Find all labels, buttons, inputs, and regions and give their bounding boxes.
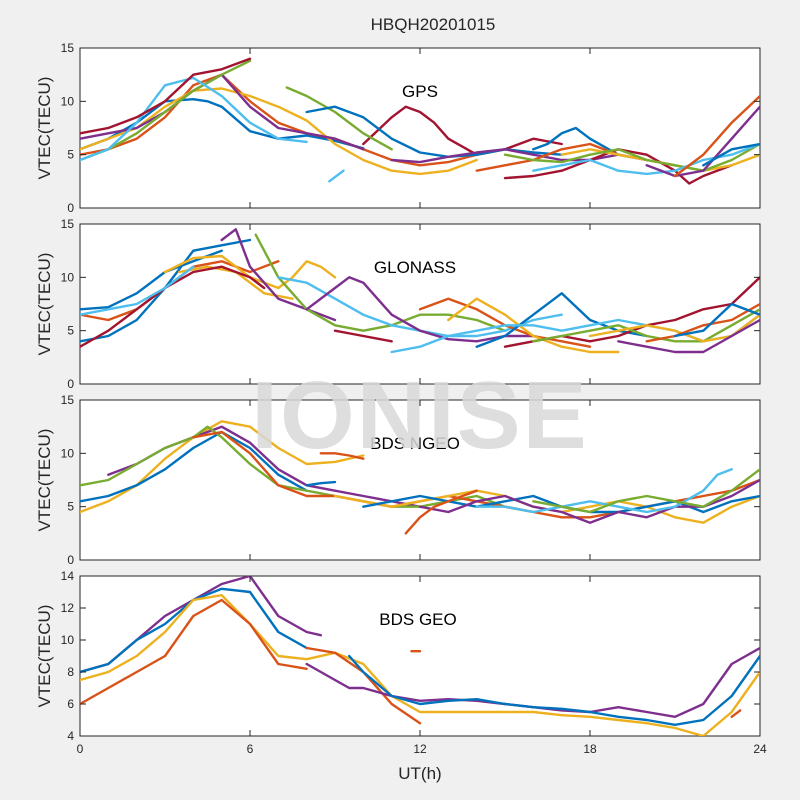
y-axis-label: VTEC(TECU) xyxy=(35,605,54,708)
series-line xyxy=(645,302,760,343)
series-line xyxy=(673,302,760,338)
axes-box xyxy=(79,575,761,737)
axes-box xyxy=(79,399,761,561)
y-tick-label: 0 xyxy=(67,553,74,567)
series-line xyxy=(730,709,742,718)
x-tick-label: 6 xyxy=(247,742,254,756)
panel-label: BDS GEO xyxy=(379,610,456,629)
y-tick-label: 5 xyxy=(67,324,74,338)
y-tick-label: 4 xyxy=(67,729,74,743)
series-group xyxy=(80,576,760,736)
series-line xyxy=(80,57,252,135)
series-line xyxy=(80,430,308,503)
series-line xyxy=(362,105,563,156)
series-line xyxy=(80,87,478,176)
series-line xyxy=(80,73,507,167)
series-line xyxy=(617,318,760,354)
series-line xyxy=(645,105,760,178)
series-line xyxy=(532,308,760,343)
series-line xyxy=(404,489,478,535)
x-tick-label: 12 xyxy=(413,742,427,756)
figure-title: HBQH20201015 xyxy=(371,15,496,34)
x-tick-label: 0 xyxy=(77,742,84,756)
series-line xyxy=(80,598,308,706)
series-line xyxy=(80,98,365,151)
y-axis-label: VTEC(TECU) xyxy=(35,253,54,356)
series-line xyxy=(702,142,760,167)
y-tick-label: 0 xyxy=(67,201,74,215)
series-line xyxy=(503,148,733,185)
series-group xyxy=(80,228,760,354)
y-tick-label: 14 xyxy=(61,569,75,583)
series-line xyxy=(80,265,266,348)
y-tick-label: 5 xyxy=(67,148,74,162)
series-line xyxy=(532,142,760,176)
y-tick-label: 0 xyxy=(67,377,74,391)
series-line xyxy=(475,468,733,514)
y-tick-label: 8 xyxy=(67,665,74,679)
panel-0: 0 5 10 15 VTEC(TECU) GPS xyxy=(35,41,761,215)
y-tick-label: 10 xyxy=(61,446,75,460)
series-line xyxy=(673,94,760,178)
panel-1: 0 5 10 15 VTEC(TECU) GLONASS xyxy=(35,217,761,391)
series-line xyxy=(503,142,760,172)
series-line xyxy=(285,86,393,151)
watermark-text: IONISE xyxy=(251,362,588,469)
series-line xyxy=(80,420,365,514)
y-tick-label: 6 xyxy=(67,697,74,711)
series-line xyxy=(447,297,620,354)
axes-box xyxy=(79,47,761,209)
series-group xyxy=(80,57,760,185)
panel-label: GLONASS xyxy=(374,258,456,277)
y-tick-label: 10 xyxy=(61,94,75,108)
series-line xyxy=(305,276,535,343)
y-tick-label: 5 xyxy=(67,500,74,514)
axes-box xyxy=(79,223,761,385)
y-tick-label: 10 xyxy=(61,633,75,647)
panel-2: 0 5 10 15 VTEC(TECU) BDS NGEO xyxy=(35,393,761,567)
x-axis-label: UT(h) xyxy=(398,764,441,783)
panel-label: BDS NGEO xyxy=(370,434,460,453)
panels: 0 5 10 15 VTEC(TECU) GPS 0 5 10 15 VTEC(TECU) GLONA… xyxy=(35,41,767,756)
y-axis-label: VTEC(TECU) xyxy=(35,429,54,532)
y-tick-label: 10 xyxy=(61,270,75,284)
y-axis-label: VTEC(TECU) xyxy=(35,77,54,180)
series-line xyxy=(390,148,620,164)
series-line xyxy=(319,452,365,460)
y-tick-label: 15 xyxy=(61,217,75,231)
series-line xyxy=(80,594,760,736)
series-line xyxy=(333,329,393,343)
y-tick-label: 12 xyxy=(61,601,75,615)
y-tick-label: 15 xyxy=(61,41,75,55)
series-line xyxy=(80,265,195,316)
series-line xyxy=(80,249,223,311)
panel-3: 0 6 12 18 24 4 6 8 10 12 14 VTEC(TECU) BDS GEO xyxy=(35,569,767,756)
panel-label: GPS xyxy=(402,82,438,101)
series-line xyxy=(254,233,507,332)
series-group xyxy=(80,420,760,535)
x-tick-label: 24 xyxy=(753,742,767,756)
x-tick-label: 18 xyxy=(583,742,597,756)
series-line xyxy=(80,76,308,162)
y-tick-label: 15 xyxy=(61,393,75,407)
series-line xyxy=(328,169,345,183)
series-line xyxy=(163,254,337,290)
series-line xyxy=(348,654,760,726)
series-line xyxy=(305,480,337,487)
series-line xyxy=(532,468,760,514)
